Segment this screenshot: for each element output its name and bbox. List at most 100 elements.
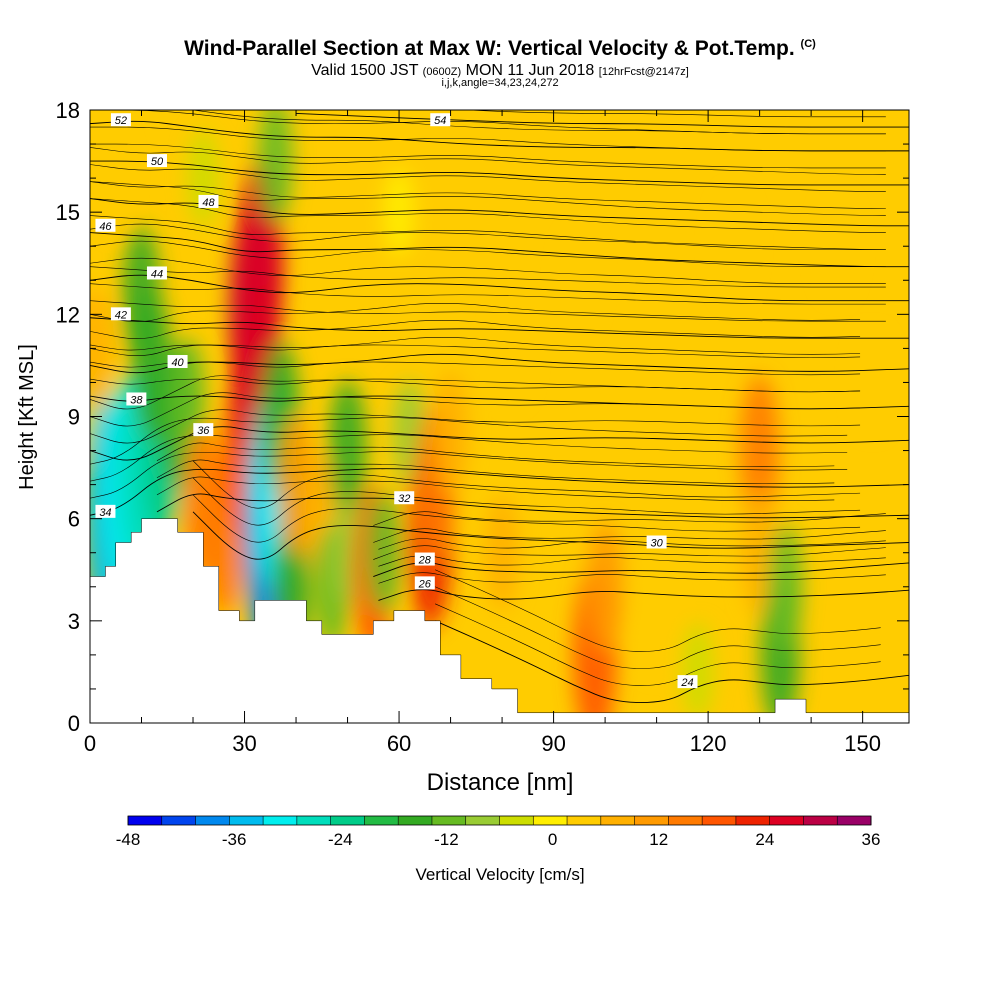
contour-label-30: 30 [646, 535, 667, 550]
contour-label-text: 50 [151, 156, 164, 168]
isentrope-48 [90, 198, 909, 227]
isentrope-sub [90, 283, 886, 305]
colorbar-tick-label: -24 [328, 830, 353, 849]
contour-label-box [193, 423, 214, 437]
colorbar-swatch [195, 816, 230, 825]
contour-label-box [146, 266, 167, 280]
contour-label-box [430, 113, 451, 127]
isentrope-sub [90, 223, 886, 250]
isentrope-sub [90, 451, 848, 499]
contour-label-text: 40 [171, 357, 184, 369]
isentrope-sub [192, 460, 861, 509]
section-params: i,j,k,angle=34,23,24,272 [441, 77, 559, 89]
colorbar-tick-label: -36 [222, 830, 247, 849]
contour-label-text: 28 [418, 555, 432, 567]
contour-label-text: 26 [418, 578, 432, 590]
isentrope-sub [192, 477, 861, 526]
contour-label-box [646, 535, 667, 549]
isentrope-54 [296, 112, 909, 128]
colorbar-swatch [668, 816, 703, 825]
isentrope-52 [90, 120, 909, 152]
contour-label-text: 42 [115, 309, 127, 321]
isentrope-sub [90, 147, 886, 176]
chart-title: Wind-Parallel Section at Max W: Vertical… [184, 37, 816, 60]
contour-label-42: 42 [110, 307, 131, 321]
contour-label-box [95, 218, 116, 232]
colorbar-swatch [229, 816, 264, 825]
contour-label-box [95, 504, 116, 518]
isentrope-26 [378, 589, 909, 601]
isentrope-sub [90, 417, 848, 465]
isentrope-sub [90, 378, 861, 393]
contour-label-box [110, 307, 131, 321]
isentrope-38 [90, 395, 909, 410]
x-tick-label: 0 [84, 731, 96, 756]
contour-label-box [414, 576, 435, 590]
colorbar-swatch [161, 816, 197, 825]
isentrope-sub [90, 240, 886, 267]
contour-label-52: 52 [110, 113, 131, 127]
x-tick-label: 120 [690, 731, 727, 756]
colorbar-swatch [702, 816, 737, 825]
isentrope-sub [463, 110, 886, 118]
isentrope-sub [90, 300, 886, 322]
colorbar-swatch [499, 816, 534, 825]
colorbar-swatch [803, 816, 838, 825]
y-axis-label: Height [Kft MSL] [16, 344, 38, 490]
contour-label-24: 24 [677, 675, 698, 689]
y-tick-label: 12 [56, 302, 80, 327]
y-tick-label: 0 [68, 711, 80, 736]
colorbar-swatch [398, 816, 433, 825]
chart-subtitle: Valid 1500 JST (0600Z) MON 11 Jun 2018 [… [311, 62, 689, 79]
velocity-cell [257, 110, 293, 224]
velocity-cell [740, 375, 780, 526]
isentrope-sub [373, 511, 886, 526]
contour-label-44: 44 [146, 266, 167, 280]
colorbar-swatch [431, 816, 467, 825]
colorbar-swatch [128, 816, 163, 825]
isentrope-sub [190, 110, 886, 135]
contour-label-box [414, 552, 435, 566]
isentrope-sub [90, 164, 886, 193]
isentrope-sub [90, 361, 861, 376]
x-axis-label: Distance [nm] [427, 769, 574, 796]
x-tick-label: 60 [387, 731, 411, 756]
contour-label-32: 32 [394, 491, 415, 505]
colorbar-swatch [296, 816, 332, 825]
isentrope-sub [90, 266, 886, 288]
colorbar-tick-label: 24 [755, 830, 774, 849]
isentrope-sub [156, 476, 835, 502]
colorbar-tick-label: 0 [548, 830, 557, 849]
contour-label-36: 36 [193, 423, 214, 437]
x-tick-label: 30 [232, 731, 256, 756]
isentrope-46 [90, 232, 909, 268]
colorbar-swatch [330, 816, 365, 825]
colorbar-swatch [465, 816, 500, 825]
colorbar-swatch [533, 816, 568, 825]
isentrope-44 [90, 274, 909, 302]
colorbar: -48 -36 -24 -12 0 12 24 36 [116, 815, 880, 849]
isentrope-sub [90, 344, 861, 359]
contour-label-box [146, 154, 167, 168]
velocity-cell [640, 567, 673, 675]
velocity-cell [433, 371, 469, 496]
isentrope-sub [434, 586, 881, 669]
velocity-cell [384, 167, 414, 257]
y-tick-label: 6 [68, 507, 80, 532]
velocity-cell [563, 231, 595, 330]
contour-label-box [677, 675, 698, 689]
isentrope-sub [434, 569, 881, 652]
colorbar-swatch [837, 816, 872, 825]
colorbar-swatch [600, 816, 636, 825]
contour-label-text: 32 [398, 493, 410, 505]
isentrope-30 [192, 511, 909, 560]
contour-label-text: 52 [115, 115, 127, 127]
contour-label-text: 48 [202, 197, 215, 209]
isentrope-50 [90, 160, 909, 186]
contour-label-box [394, 491, 415, 505]
colorbar-swatch [364, 816, 399, 825]
y-tick-label: 9 [68, 405, 80, 430]
isentrope-contours [90, 110, 909, 704]
isentrope-sub [90, 337, 861, 356]
colorbar-swatch [567, 816, 602, 825]
